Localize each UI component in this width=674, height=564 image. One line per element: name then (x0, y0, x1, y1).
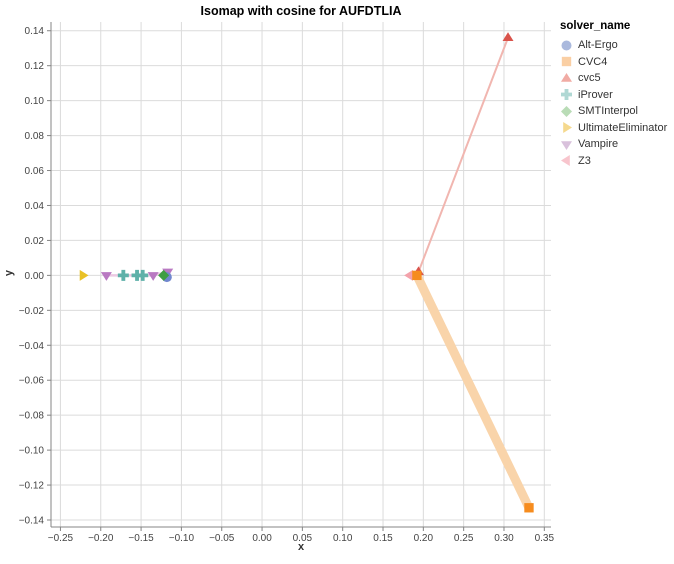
point-Vampire[interactable] (100, 272, 112, 281)
point-iProver[interactable] (117, 269, 129, 281)
legend-item-Alt-Ergo[interactable]: Alt-Ergo (560, 37, 667, 54)
legend-marker-diamond-icon (561, 105, 572, 117)
legend-marker-circle-icon (561, 40, 572, 51)
legend-title: solver_name (560, 20, 631, 32)
x-tick-label: 0.00 (252, 533, 272, 544)
x-tick-label: −0.05 (209, 533, 235, 544)
legend-marker-triangle-up-icon (561, 72, 572, 82)
legend-item-label: Alt-Ergo (578, 39, 618, 52)
point-cvc5[interactable] (502, 32, 514, 42)
y-tick-label: 0.12 (25, 61, 45, 72)
legend-item-label: cvc5 (578, 72, 601, 85)
legend-item-SMTInterpol[interactable]: SMTInterpol (560, 103, 667, 120)
y-axis-label: y (3, 269, 15, 277)
legend-item-cvc5[interactable]: cvc5 (560, 70, 667, 87)
legend-item-iProver[interactable]: iProver (560, 87, 667, 104)
legend-marker-triangle-down-icon (561, 140, 572, 150)
legend: solver_name Alt-Ergo CVC4 cvc5 iProver SMTIn… (560, 20, 667, 169)
line-cvc5 (417, 36, 510, 273)
y-tick-label: −0.08 (19, 411, 45, 422)
y-tick-label: 0.08 (25, 131, 45, 142)
legend-item-label: CVC4 (578, 55, 608, 68)
x-tick-label: −0.15 (128, 533, 154, 544)
y-tick-label: 0.00 (25, 271, 45, 282)
x-tick-label: 0.35 (535, 533, 555, 544)
legend-item-label: UltimateEliminator (578, 121, 668, 134)
point-iProver[interactable] (137, 269, 149, 281)
y-tick-label: −0.02 (19, 306, 45, 317)
x-tick-label: −0.25 (48, 533, 74, 544)
line-CVC4 (412, 270, 534, 513)
legend-item-label: SMTInterpol (578, 105, 638, 118)
x-tick-label: 0.05 (293, 533, 313, 544)
y-tick-label: −0.10 (19, 446, 45, 457)
point-Z3[interactable] (404, 269, 413, 281)
y-tick-label: −0.06 (19, 376, 45, 387)
x-axis-label: x (297, 541, 305, 553)
legend-marker-cross-icon (561, 89, 572, 101)
x-tick-label: 0.30 (494, 533, 514, 544)
y-tick-label: −0.14 (19, 516, 45, 527)
point-CVC4[interactable] (412, 270, 422, 281)
x-tick-label: −0.10 (169, 533, 195, 544)
legend-item-CVC4[interactable]: CVC4 (560, 54, 667, 71)
legend-item-label: Vampire (578, 138, 619, 151)
x-tick-label: −0.20 (88, 533, 114, 544)
legend-marker-triangle-left-icon (561, 155, 570, 167)
legend-item-label: iProver (578, 88, 613, 101)
x-tick-label: 0.15 (373, 533, 393, 544)
x-tick-label: 0.25 (454, 533, 474, 544)
y-tick-label: 0.02 (25, 236, 45, 247)
y-tick-label: 0.04 (25, 201, 45, 212)
point-Vampire[interactable] (147, 272, 159, 281)
y-tick-label: 0.14 (25, 26, 45, 37)
x-tick-label: 0.10 (333, 533, 353, 544)
point-CVC4[interactable] (524, 503, 534, 513)
legend-item-Vampire[interactable]: Vampire (560, 136, 667, 153)
legend-marker-square-icon (561, 57, 572, 67)
point-SMTInterpol[interactable] (158, 269, 170, 281)
point-UltimateEliminator[interactable] (79, 269, 89, 281)
legend-items: Alt-Ergo CVC4 cvc5 iProver SMTInterpol Ultima… (560, 37, 667, 169)
y-tick-label: 0.10 (25, 96, 45, 107)
legend-marker-triangle-right-icon (563, 122, 572, 134)
y-tick-label: −0.12 (19, 481, 45, 492)
y-tick-label: 0.06 (25, 166, 45, 177)
y-tick-label: −0.04 (19, 341, 45, 352)
legend-item-Z3[interactable]: Z3 (560, 153, 667, 170)
point-iProver[interactable] (131, 269, 143, 281)
chart-title: Isomap with cosine for AUFDTLIA (200, 4, 402, 18)
legend-item-label: Z3 (578, 154, 591, 167)
x-tick-label: 0.20 (414, 533, 434, 544)
legend-item-UltimateEliminator[interactable]: UltimateEliminator (560, 120, 667, 137)
